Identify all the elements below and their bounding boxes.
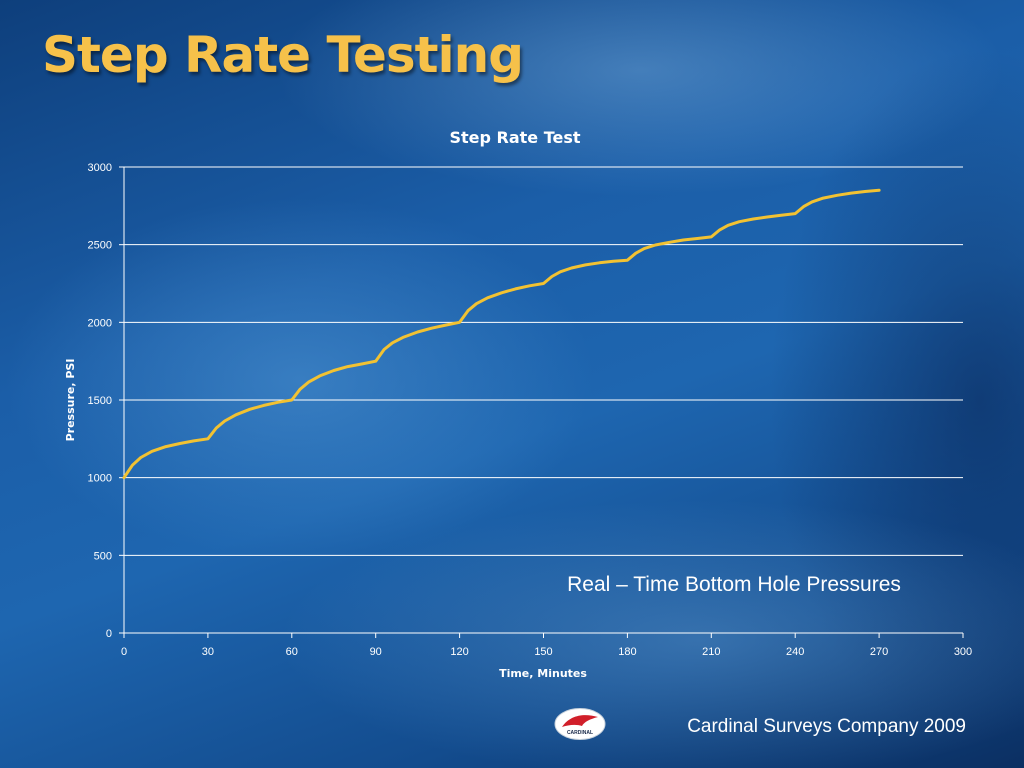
x-tick-label: 90 [370,646,382,658]
x-tick-label: 210 [702,646,720,658]
y-tick-label: 2000 [88,317,112,329]
y-tick-label: 2500 [88,240,112,252]
x-tick-label: 240 [786,646,804,658]
y-tick-labels: 0 500 1000 1500 2000 2500 3000 [88,162,112,640]
pressure-line [122,188,881,480]
y-tick-label: 1500 [88,395,112,407]
y-tick-label: 1000 [88,473,112,485]
x-tick-label: 180 [618,646,636,658]
logo-text: CARDINAL [567,730,593,736]
gridlines [124,166,963,556]
axes [119,166,964,638]
y-axis-label: Pressure, PSI [64,359,77,442]
chart-annotation: Real – Time Bottom Hole Pressures [567,573,901,596]
x-tick-label: 30 [202,646,214,658]
footer-company: Cardinal Surveys Company 2009 [687,716,966,737]
slide-title: Step Rate Testing [42,26,524,84]
y-tick-label: 0 [106,628,112,640]
x-tick-label: 300 [954,646,972,658]
y-tick-label: 500 [94,550,112,562]
cardinal-logo: CARDINAL [554,708,606,740]
x-tick-label: 0 [121,646,127,658]
x-tick-label: 150 [534,646,552,658]
chart-title: Step Rate Test [449,128,580,147]
x-tick-label: 60 [286,646,298,658]
x-tick-label: 270 [870,646,888,658]
x-tick-labels: 0 30 60 90 120 150 180 210 240 270 300 [121,646,972,658]
x-axis-label: Time, Minutes [499,667,587,680]
x-tick-label: 120 [450,646,468,658]
y-tick-label: 3000 [88,162,112,174]
